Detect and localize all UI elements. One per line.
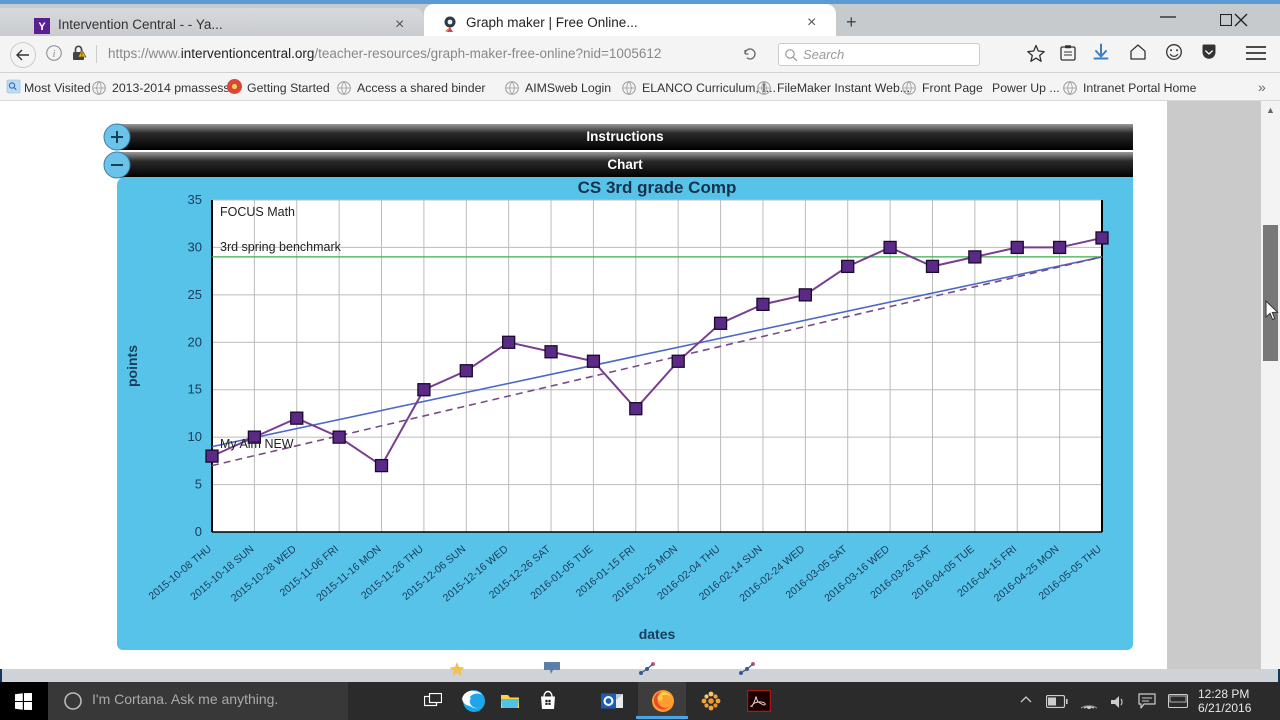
- svg-text:CS 3rd grade Comp: CS 3rd grade Comp: [578, 178, 737, 197]
- svg-text:Y: Y: [38, 21, 46, 33]
- svg-text:3rd spring benchmark: 3rd spring benchmark: [220, 240, 342, 254]
- svg-text:My Aim NEW: My Aim NEW: [220, 437, 294, 451]
- svg-text:FOCUS Math: FOCUS Math: [220, 205, 295, 219]
- svg-text:points: points: [124, 345, 140, 387]
- svg-text:!: !: [81, 52, 83, 59]
- svg-text:20: 20: [188, 334, 202, 349]
- svg-text:35: 35: [188, 192, 202, 207]
- svg-text:30: 30: [188, 239, 202, 254]
- svg-text:15: 15: [188, 382, 202, 397]
- svg-text:10: 10: [188, 429, 202, 444]
- svg-text:i: i: [53, 49, 56, 60]
- svg-text:25: 25: [188, 287, 202, 302]
- svg-text:0: 0: [195, 524, 202, 539]
- svg-text:5: 5: [195, 477, 202, 492]
- svg-text:dates: dates: [639, 626, 676, 642]
